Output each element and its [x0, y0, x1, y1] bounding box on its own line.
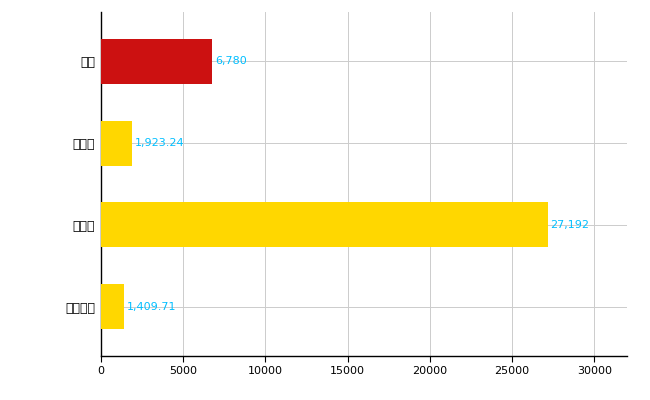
Bar: [101, 39, 213, 84]
Bar: [101, 284, 124, 329]
Text: 27,192: 27,192: [551, 220, 590, 230]
Text: 1,409.71: 1,409.71: [126, 302, 176, 312]
Text: 6,780: 6,780: [214, 56, 246, 66]
Bar: [101, 120, 133, 166]
Bar: [101, 202, 548, 248]
Text: 1,923.24: 1,923.24: [135, 138, 185, 148]
